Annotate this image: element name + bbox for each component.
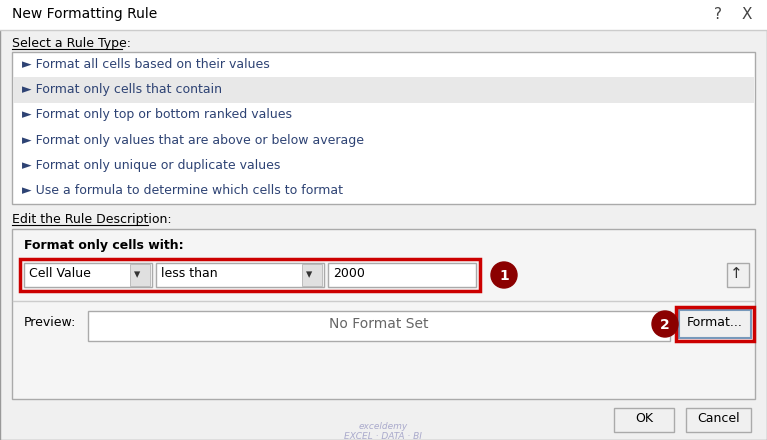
Bar	[686, 408, 751, 432]
Text: less than: less than	[161, 267, 218, 280]
Bar	[13, 77, 754, 103]
Text: ↑: ↑	[730, 266, 742, 281]
Bar	[614, 408, 674, 432]
Bar	[328, 263, 476, 287]
Text: Format only cells with:: Format only cells with:	[24, 239, 183, 252]
Text: ?: ?	[714, 7, 722, 22]
Bar	[20, 259, 480, 291]
Text: Preview:: Preview:	[24, 316, 77, 329]
Text: Cancel: Cancel	[697, 412, 740, 425]
Text: exceldemy
EXCEL · DATA · BI: exceldemy EXCEL · DATA · BI	[344, 422, 422, 440]
Circle shape	[491, 262, 517, 288]
Text: Cell Value: Cell Value	[29, 267, 91, 280]
Bar	[679, 310, 751, 338]
Bar	[12, 52, 755, 204]
Text: 1: 1	[499, 269, 509, 283]
Text: X: X	[742, 7, 752, 22]
Bar	[12, 229, 755, 399]
Bar	[156, 263, 324, 287]
Text: ► Use a formula to determine which cells to format: ► Use a formula to determine which cells…	[22, 184, 343, 197]
Bar	[130, 264, 150, 286]
Text: Select a Rule Type:: Select a Rule Type:	[12, 37, 131, 50]
Text: ▾: ▾	[306, 268, 312, 281]
Bar	[727, 263, 749, 287]
Bar	[24, 263, 152, 287]
Text: ▾: ▾	[134, 268, 140, 281]
Bar	[302, 264, 322, 286]
Text: New Formatting Rule: New Formatting Rule	[12, 7, 157, 21]
Circle shape	[652, 311, 678, 337]
Bar	[0, 0, 767, 30]
Text: ► Format only unique or duplicate values: ► Format only unique or duplicate values	[22, 159, 281, 172]
Text: ► Format only cells that contain: ► Format only cells that contain	[22, 83, 222, 96]
Bar	[88, 311, 670, 341]
Text: ► Format only top or bottom ranked values: ► Format only top or bottom ranked value…	[22, 108, 292, 121]
Bar	[676, 307, 754, 341]
Text: ► Format all cells based on their values: ► Format all cells based on their values	[22, 58, 270, 70]
Text: 2: 2	[660, 318, 670, 332]
Text: Format...: Format...	[687, 316, 743, 329]
Text: OK: OK	[635, 412, 653, 425]
Text: ► Format only values that are above or below average: ► Format only values that are above or b…	[22, 134, 364, 147]
Text: 2000: 2000	[333, 267, 365, 280]
Text: No Format Set: No Format Set	[329, 317, 429, 331]
Text: Edit the Rule Description:: Edit the Rule Description:	[12, 213, 172, 226]
